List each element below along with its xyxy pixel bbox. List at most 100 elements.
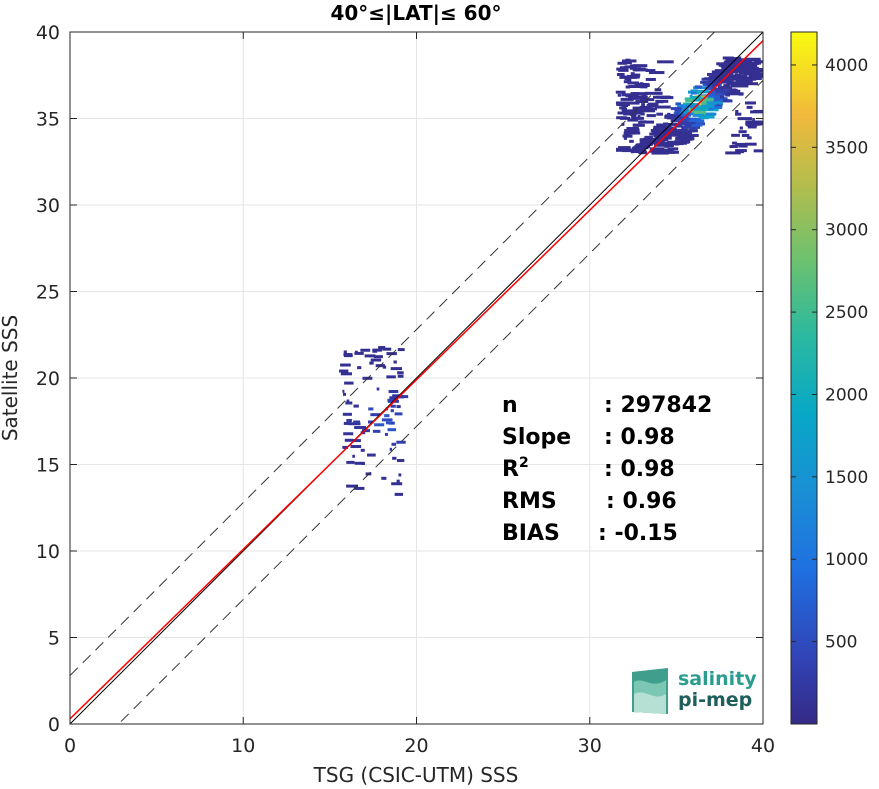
density-cell (717, 86, 728, 90)
density-cell (396, 440, 406, 444)
density-cell (361, 462, 365, 466)
reference-lines (70, 32, 763, 724)
density-cell (640, 82, 644, 86)
x-tick-label: 20 (404, 735, 428, 757)
density-cell (381, 418, 393, 422)
density-cell (626, 131, 641, 135)
density-cell (735, 149, 747, 153)
density-cell (664, 144, 669, 148)
stat-value: : 0.98 (604, 425, 675, 450)
density-cell (699, 115, 715, 119)
density-cell (351, 439, 361, 443)
density-cell (342, 445, 348, 449)
density-cell (660, 133, 679, 137)
density-cell (735, 75, 744, 79)
stat-value: : 0.96 (606, 489, 677, 514)
colorbar-tick-label: 1500 (825, 468, 868, 488)
density-cell (678, 121, 696, 125)
density-cell (752, 61, 761, 65)
density-cell (633, 92, 646, 96)
density-cell (390, 404, 396, 408)
density-cell (670, 107, 682, 111)
density-cell (388, 421, 395, 425)
density-cell (694, 121, 698, 125)
density-cell (639, 139, 652, 143)
density-cell (394, 492, 404, 496)
density-cell (720, 62, 732, 66)
density-cell (340, 363, 351, 367)
density-cell (384, 414, 390, 418)
y-axis-ticks: 0 5 10 15 20 25 30 35 40 (36, 22, 763, 736)
density-cell (370, 358, 382, 362)
density-cell (364, 354, 376, 358)
density-cell (376, 387, 380, 391)
density-cell (644, 135, 653, 139)
density-cell (390, 367, 403, 371)
density-cell (716, 62, 721, 66)
density-cell (390, 409, 394, 413)
density-cell (726, 70, 738, 74)
density-cell (632, 123, 643, 127)
density-cell (623, 136, 627, 140)
density-cell (690, 95, 701, 99)
density-cell (698, 98, 717, 102)
density-cell (352, 454, 355, 458)
density-cell (744, 101, 756, 105)
density-cell (354, 486, 365, 490)
density-cell (629, 66, 637, 70)
density-cell (396, 479, 400, 483)
density-cell (719, 95, 725, 99)
fit-line (70, 40, 763, 720)
y-tick-label: 25 (36, 282, 60, 304)
density-cell (616, 72, 625, 76)
density-cell (677, 104, 696, 108)
density-cell (343, 353, 353, 357)
density-cell (729, 145, 738, 149)
density-cell (735, 61, 750, 65)
density-cell (711, 83, 720, 87)
density-cell (373, 355, 383, 359)
density-cell (387, 398, 399, 402)
density-cell (741, 133, 750, 137)
y-tick-label: 10 (36, 541, 60, 563)
density-cell (707, 81, 715, 85)
density-cell (636, 107, 650, 111)
density-cell (692, 113, 704, 117)
density-cell (626, 128, 640, 132)
density-cell (694, 85, 702, 89)
density-cell (645, 77, 656, 81)
x-tick-label: 0 (64, 735, 76, 757)
density-cell (655, 105, 671, 109)
x-axis-ticks: 0 10 20 30 40 (64, 32, 775, 757)
density-cell (707, 79, 717, 83)
density-cell (745, 122, 756, 126)
density-cell (746, 60, 753, 64)
density-cell (387, 428, 396, 432)
density-cell (342, 392, 347, 396)
density-cell (717, 80, 728, 84)
density-cell (657, 60, 674, 64)
density-cell (619, 75, 638, 79)
density-cell (391, 482, 403, 486)
x-axis-label: TSG (CSIC-UTM) SSS (313, 763, 519, 787)
density-cell (342, 412, 352, 416)
density-cell (672, 133, 687, 137)
density-cell (686, 117, 702, 121)
density-cell (344, 438, 353, 442)
stat-label: n (502, 393, 518, 418)
density-cell (647, 102, 659, 106)
density-cell (617, 61, 628, 65)
density-cell (622, 134, 631, 138)
density-cell (752, 118, 755, 122)
density-cell (617, 93, 622, 97)
density-cell (652, 127, 670, 131)
density-cell (684, 124, 698, 128)
density-cell (683, 125, 701, 129)
density-cell (685, 99, 694, 103)
density-cell (750, 120, 763, 124)
x-tick-label: 30 (578, 735, 602, 757)
density-cells (339, 56, 763, 496)
density-cell (641, 94, 647, 98)
density-cell (737, 117, 752, 121)
density-cell (354, 461, 365, 465)
